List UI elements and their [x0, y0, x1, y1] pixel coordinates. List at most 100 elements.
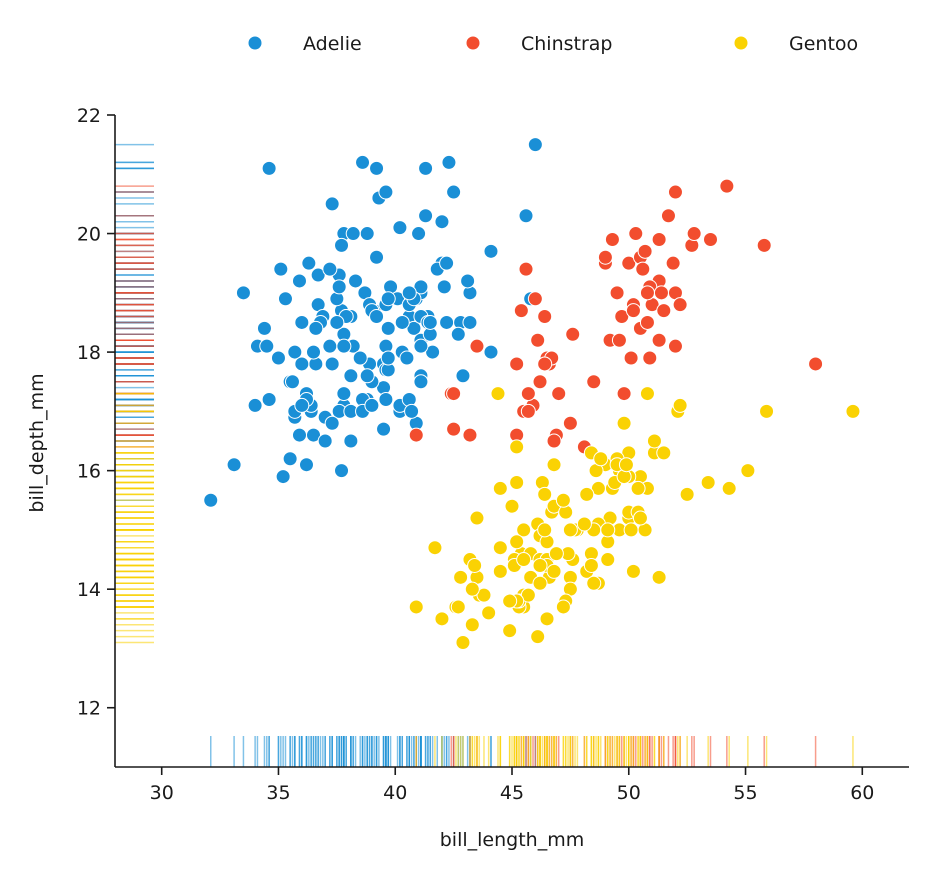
data-point	[520, 386, 536, 402]
data-point	[672, 397, 688, 413]
data-point	[408, 599, 424, 615]
data-point	[586, 374, 602, 390]
legend-item-gentoo: Gentoo	[733, 33, 858, 55]
data-point	[808, 356, 824, 372]
data-point	[359, 368, 375, 384]
data-point	[651, 231, 667, 247]
data-point	[418, 208, 434, 224]
data-point	[322, 261, 338, 277]
data-point	[516, 552, 532, 568]
data-point	[656, 445, 672, 461]
data-point	[294, 314, 310, 330]
data-point	[291, 273, 307, 289]
x-axis-ticks: 30 35 40 45 50 55 60	[150, 767, 874, 804]
data-point	[492, 480, 508, 496]
data-point	[364, 397, 380, 413]
data-point	[642, 350, 658, 366]
x-rug	[209, 736, 854, 767]
data-point	[611, 332, 627, 348]
data-point	[532, 575, 548, 591]
data-point	[324, 356, 340, 372]
y-tick-label: 14	[77, 579, 101, 601]
data-point	[639, 285, 655, 301]
data-point	[513, 303, 529, 319]
x-tick-label: 30	[150, 782, 174, 804]
data-point	[380, 350, 396, 366]
data-point	[509, 439, 525, 455]
data-point	[490, 386, 506, 402]
data-point	[359, 226, 375, 242]
data-point	[616, 415, 632, 431]
data-point	[378, 184, 394, 200]
data-point	[639, 386, 655, 402]
data-point	[665, 255, 681, 271]
data-point	[235, 285, 251, 301]
data-point	[301, 255, 317, 271]
y-rug	[115, 143, 154, 644]
data-point	[270, 350, 286, 366]
data-point	[719, 178, 735, 194]
y-axis-label: bill_depth_mm	[26, 373, 48, 512]
data-point	[434, 214, 450, 230]
data-point	[343, 433, 359, 449]
data-point	[583, 557, 599, 573]
data-point	[509, 356, 525, 372]
y-tick-label: 18	[77, 342, 101, 364]
data-point	[593, 451, 609, 467]
data-point	[579, 486, 595, 502]
data-point	[334, 237, 350, 253]
data-point	[609, 285, 625, 301]
data-point	[590, 480, 606, 496]
data-point	[628, 226, 644, 242]
data-point	[469, 338, 485, 354]
data-point	[632, 510, 648, 526]
data-point	[672, 297, 688, 313]
x-tick-label: 50	[617, 782, 641, 804]
data-point	[277, 291, 293, 307]
data-point	[537, 309, 553, 325]
data-point	[453, 569, 469, 585]
data-point	[623, 350, 639, 366]
x-tick-label: 55	[733, 782, 757, 804]
data-point	[483, 243, 499, 259]
data-point	[369, 249, 385, 265]
data-point	[600, 522, 616, 538]
data-point	[411, 226, 427, 242]
data-point	[483, 344, 499, 360]
data-point	[247, 397, 263, 413]
data-point	[287, 344, 303, 360]
data-point	[345, 226, 361, 242]
data-point	[294, 397, 310, 413]
data-point	[537, 486, 553, 502]
data-point	[660, 208, 676, 224]
legend-marker	[465, 35, 481, 51]
legend-label: Chinstrap	[521, 33, 613, 55]
data-point	[551, 386, 567, 402]
data-point	[336, 338, 352, 354]
data-point	[450, 326, 466, 342]
data-point	[408, 427, 424, 443]
data-point	[399, 350, 415, 366]
data-point	[586, 575, 602, 591]
data-point	[520, 403, 536, 419]
data-point	[446, 421, 462, 437]
data-point	[380, 320, 396, 336]
data-point	[656, 303, 672, 319]
y-tick-label: 20	[77, 224, 101, 246]
legend-item-adelie: Adelie	[247, 33, 362, 55]
data-point	[635, 261, 651, 277]
data-point	[413, 374, 429, 390]
data-point	[455, 635, 471, 651]
data-point	[464, 617, 480, 633]
data-point	[516, 522, 532, 538]
data-point	[291, 427, 307, 443]
data-point	[492, 540, 508, 556]
data-point	[259, 338, 275, 354]
data-point	[324, 415, 340, 431]
data-point	[509, 474, 525, 490]
data-point	[317, 433, 333, 449]
data-point	[450, 599, 466, 615]
data-point	[378, 392, 394, 408]
data-point	[576, 516, 592, 532]
